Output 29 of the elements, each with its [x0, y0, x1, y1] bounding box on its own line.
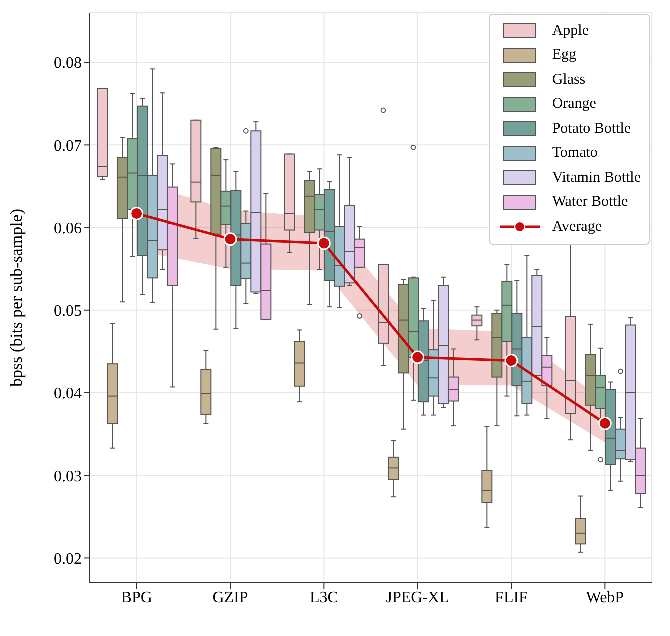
- y-tick-label: 0.03: [54, 468, 82, 486]
- x-tick-label: BPG: [121, 589, 153, 606]
- x-tick-label: GZIP: [212, 589, 248, 606]
- legend-label: Egg: [552, 47, 576, 64]
- point: [224, 232, 238, 246]
- point: [130, 206, 144, 220]
- y-axis-title: bpss (bits per sub-sample): [7, 208, 26, 388]
- x-tick-label: WebP: [586, 589, 624, 606]
- legend-label: Potato Bottle: [552, 120, 632, 138]
- x-tick-label: L3C: [310, 589, 338, 606]
- point: [411, 350, 425, 364]
- legend-label: Average: [552, 218, 602, 236]
- legend-label: Glass: [552, 72, 586, 89]
- legend-label: Orange: [552, 96, 596, 114]
- y-tick-label: 0.08: [54, 55, 82, 72]
- legend-label: Apple: [552, 22, 589, 40]
- y-tick-label: 0.06: [54, 220, 82, 238]
- y-tick-label: 0.02: [54, 550, 82, 568]
- y-tick-label: 0.05: [54, 303, 82, 320]
- point: [598, 416, 612, 430]
- legend-label: Water Bottle: [552, 194, 628, 212]
- legend-label: Vitamin Bottle: [552, 170, 641, 187]
- legend-label: Tomato: [552, 145, 598, 162]
- point: [504, 354, 518, 368]
- x-tick-label: FLIF: [495, 589, 528, 606]
- y-tick-label: 0.07: [54, 138, 82, 155]
- point: [317, 236, 331, 250]
- y-tick-label: 0.04: [54, 386, 82, 403]
- x-tick-label: JPEG-XL: [386, 589, 450, 606]
